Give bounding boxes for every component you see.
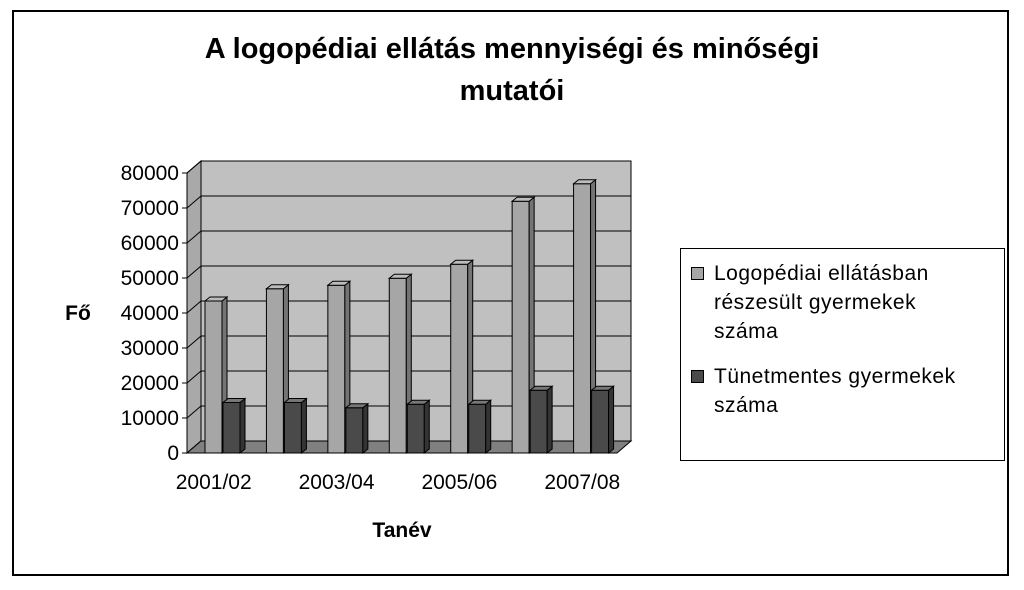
legend-label-series-2-line-2: száma [714, 394, 779, 417]
legend-label-series-1: Logopédiai ellátásban részesült gyermeke… [714, 259, 929, 346]
x-axis-title: Tanév [372, 519, 431, 542]
y-tick-label: 10000 [121, 407, 179, 430]
bar-top [344, 403, 370, 409]
bar-top [405, 399, 431, 405]
bar-front [591, 389, 610, 454]
legend-label-series-1-line-2: részesült gyermekek [714, 291, 917, 314]
bar-side [423, 399, 430, 455]
y-tick-label: 30000 [121, 337, 179, 360]
y-tick-label: 0 [167, 442, 179, 465]
bar-series-2 [405, 399, 431, 455]
bar-top [283, 398, 308, 403]
bar-series-2 [467, 399, 493, 455]
chart-legend: Logopédiai ellátásban részesült gyermeke… [680, 248, 1005, 461]
y-tick-label: 40000 [121, 302, 179, 325]
gridline-side [186, 195, 202, 209]
gridline-side [186, 160, 202, 174]
gridline-side [186, 300, 202, 314]
bar-series-2 [528, 385, 554, 455]
gridline-side [186, 335, 202, 349]
bar-side [300, 397, 307, 455]
bar-top [572, 179, 597, 185]
gridline-side [186, 265, 202, 279]
legend-label-series-1-line-3: száma [714, 320, 779, 343]
bar-top [467, 399, 493, 405]
y-tick-label: 80000 [121, 162, 179, 185]
bar-side [239, 397, 246, 455]
bar-front [468, 403, 487, 454]
bar-side [485, 399, 492, 455]
bar-side [608, 385, 615, 455]
x-tick-label: 2003/04 [299, 471, 375, 494]
bar-top [449, 259, 475, 265]
bar-front [283, 402, 302, 454]
bar-series-1 [449, 259, 475, 455]
legend-item-series-2: Tünetmentes gyermekek száma [691, 362, 998, 420]
legend-label-series-2-line-1: Tünetmentes gyermekek [714, 365, 956, 388]
bar-series-1 [510, 196, 536, 455]
x-tick-label: 2005/06 [421, 471, 497, 494]
bar-front [222, 402, 241, 454]
bar-top [326, 280, 352, 286]
bar-side [546, 385, 553, 455]
bar-top [221, 398, 247, 403]
x-tick-label: 2007/08 [544, 471, 620, 494]
y-tick-label: 50000 [121, 267, 179, 290]
bar-top [203, 296, 229, 302]
bar-series-2 [283, 397, 308, 455]
gridline-side [186, 370, 202, 384]
bar-top [387, 273, 413, 279]
bar-front [573, 183, 592, 454]
bar-top [528, 385, 554, 391]
chart-title: A logopédiai ellátás mennyiségi és minős… [0, 28, 1024, 112]
legend-label-series-2: Tünetmentes gyermekek száma [714, 362, 956, 420]
bar-top [510, 196, 536, 202]
y-tick-label: 60000 [121, 232, 179, 255]
bar-series-2 [221, 397, 247, 455]
legend-item-series-1: Logopédiai ellátásban részesült gyermeke… [691, 259, 998, 346]
legend-swatch-series-1 [691, 267, 704, 280]
bar-top [590, 385, 615, 391]
bar-front [450, 263, 469, 454]
y-tick-label: 20000 [121, 372, 179, 395]
bar-front [388, 277, 407, 454]
bar-front [529, 389, 548, 454]
bar-series-2 [590, 385, 615, 455]
legend-swatch-series-2 [691, 370, 704, 383]
y-tick-label: 70000 [121, 197, 179, 220]
bar-front [511, 200, 530, 454]
gridline-side [186, 405, 202, 419]
bar-top [265, 284, 290, 290]
bar-side [362, 402, 369, 455]
bar-series-2 [344, 402, 370, 455]
chart-title-line-2: mutatói [459, 75, 565, 107]
bar-front [406, 403, 425, 454]
chart-title-line-1: A logopédiai ellátás mennyiségi és minős… [204, 33, 820, 65]
bar-front [204, 300, 223, 454]
x-tick-label: 2001/02 [176, 471, 252, 494]
bar-front [345, 407, 364, 454]
gridline-side [186, 230, 202, 244]
legend-label-series-1-line-1: Logopédiai ellátásban [714, 262, 929, 285]
bar-series-1 [572, 178, 597, 455]
bar-front [265, 288, 284, 454]
bar-front [327, 284, 346, 454]
y-axis-title: Fő [65, 302, 91, 325]
